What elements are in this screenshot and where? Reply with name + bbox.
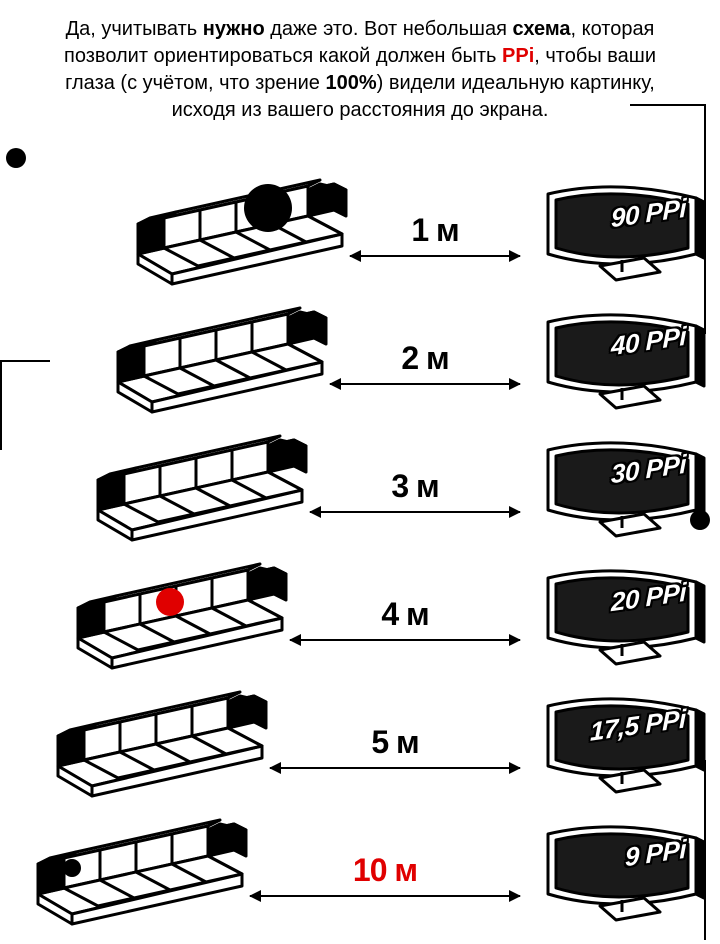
distance-arrow	[250, 895, 520, 897]
distance-arrow	[350, 255, 520, 257]
distance-label: 3 м	[391, 468, 438, 505]
intro-text: Да, учитывать нужно даже это. Вот неболь…	[40, 16, 680, 124]
distance-arrow	[310, 511, 520, 513]
sofa-wrap	[0, 426, 270, 554]
distance-arrow	[270, 767, 520, 769]
intro-bold: схема	[512, 18, 570, 40]
distance-label: 4 м	[381, 596, 428, 633]
ppi-row: 4 м 20 PPi	[0, 554, 720, 682]
sofa-icon	[80, 432, 310, 542]
distance-arrow	[330, 383, 520, 385]
ppi-row: 2 м 40 PPi	[0, 298, 720, 426]
intro-seg: Да, учитывать	[66, 18, 203, 40]
distance-block: 2 м	[330, 298, 520, 426]
sofa-wrap	[0, 554, 270, 682]
tv-wrap: 40 PPi	[520, 298, 720, 426]
intro-bold: нужно	[203, 18, 265, 40]
distance-label: 10 м	[353, 852, 417, 889]
sofa-wrap	[0, 810, 270, 938]
distance-block: 10 м	[250, 810, 520, 938]
sofa-wrap	[0, 682, 270, 810]
distance-label: 2 м	[401, 340, 448, 377]
distance-block: 5 м	[270, 682, 520, 810]
distance-block: 1 м	[350, 170, 520, 298]
ppi-row: 3 м 30 PPi	[0, 426, 720, 554]
tv-icon	[526, 816, 706, 926]
sofa-icon	[60, 560, 290, 670]
intro-seg: даже это. Вот небольшая	[265, 18, 513, 40]
sofa-icon	[20, 816, 250, 926]
intro-bold: 100%	[325, 72, 376, 94]
sofa-wrap	[0, 170, 270, 298]
sofa-icon	[40, 688, 270, 798]
ppi-row: 10 м 9 PPi	[0, 810, 720, 938]
distance-arrow	[290, 639, 520, 641]
tv-wrap: 90 PPi	[520, 170, 720, 298]
tv-wrap: 20 PPi	[520, 554, 720, 682]
tv-wrap: 9 PPi	[520, 810, 720, 938]
ppi-row: 5 м 17,5 PPi	[0, 682, 720, 810]
distance-block: 3 м	[310, 426, 520, 554]
tv-wrap: 30 PPi	[520, 426, 720, 554]
sofa-icon	[120, 176, 350, 286]
distance-label: 1 м	[411, 212, 458, 249]
intro-ppi-red: PPi	[502, 45, 534, 67]
sofa-icon	[100, 304, 330, 414]
tv-wrap: 17,5 PPi	[520, 682, 720, 810]
infographic-rows: 1 м 90 PPi 2	[0, 170, 720, 938]
deco-dot-left	[6, 148, 26, 168]
sofa-wrap	[0, 298, 270, 426]
ppi-row: 1 м 90 PPi	[0, 170, 720, 298]
distance-label: 5 м	[371, 724, 418, 761]
distance-block: 4 м	[290, 554, 520, 682]
